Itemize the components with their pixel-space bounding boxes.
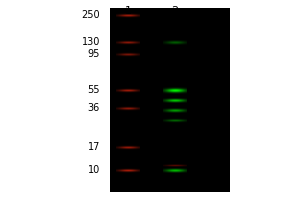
- Text: 130: 130: [82, 37, 100, 47]
- Text: 55: 55: [88, 85, 100, 95]
- Text: 250: 250: [81, 10, 100, 20]
- Text: 17: 17: [88, 142, 100, 152]
- Text: 1: 1: [124, 6, 131, 16]
- Text: 95: 95: [88, 49, 100, 59]
- Text: 36: 36: [88, 103, 100, 113]
- Text: 2: 2: [171, 6, 178, 16]
- Text: 10: 10: [88, 165, 100, 175]
